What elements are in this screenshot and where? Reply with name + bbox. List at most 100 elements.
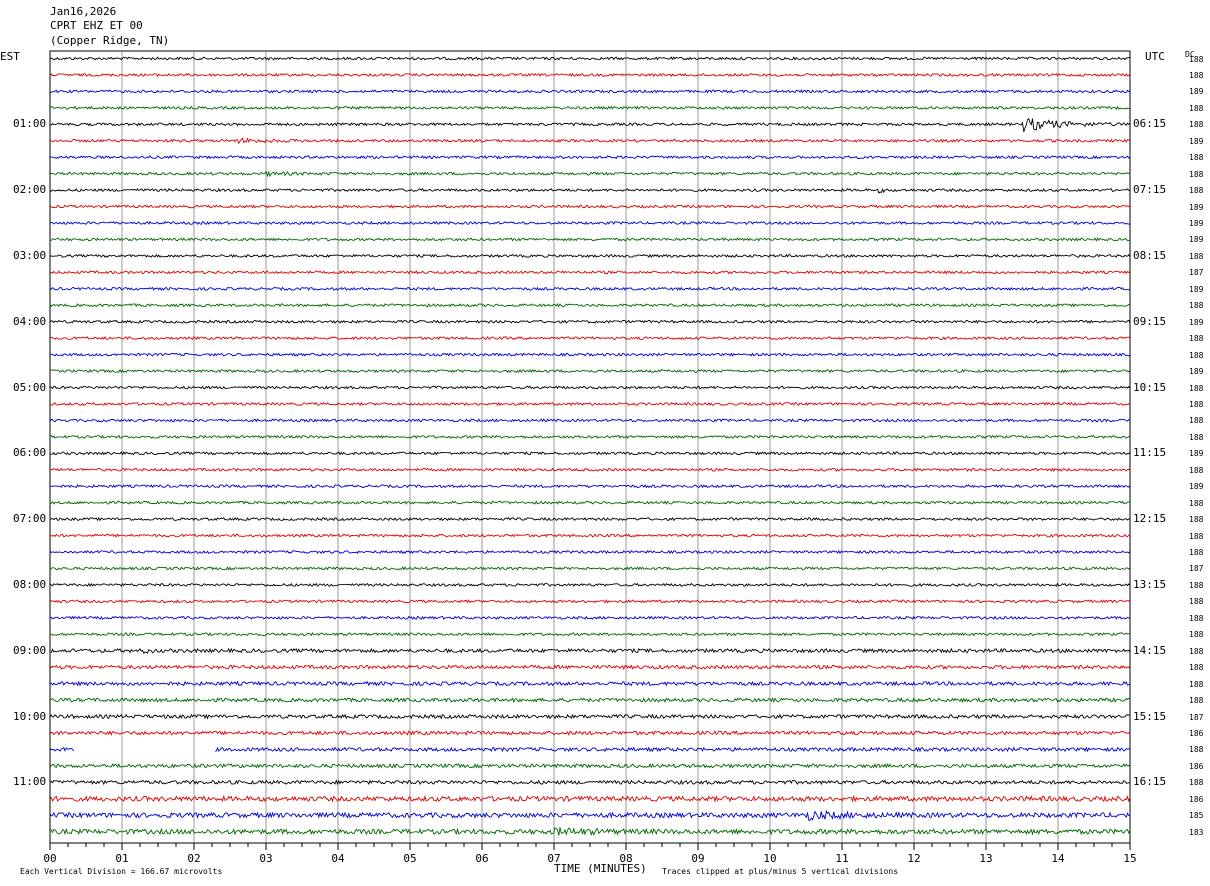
seismic-trace: [49, 368, 1131, 374]
seismic-trace: [49, 137, 1131, 145]
dc-value: 188: [1189, 663, 1204, 673]
dc-value: 188: [1189, 70, 1204, 80]
scale-note: Each Vertical Division = 166.67 microvol…: [20, 867, 223, 876]
dc-value: 188: [1189, 54, 1204, 64]
seismic-trace: [49, 794, 1131, 803]
dc-value: 189: [1189, 136, 1204, 146]
x-tick-label: 03: [259, 852, 272, 865]
hour-label-est: 11:00: [13, 775, 47, 789]
x-tick-label: 04: [331, 852, 345, 865]
seismic-trace: [49, 647, 1131, 655]
dc-value: 188: [1189, 613, 1204, 623]
dc-value: 188: [1189, 350, 1204, 360]
seismic-trace: [50, 117, 1131, 133]
seismic-trace: [49, 319, 1131, 324]
hour-label-utc: 13:15: [1133, 577, 1167, 591]
seismic-trace: [49, 401, 1131, 407]
seismic-trace: [49, 516, 1131, 522]
seismic-trace: [49, 451, 1131, 456]
seismic-trace: [49, 187, 1131, 194]
seismic-trace: [49, 615, 1131, 620]
dc-value: 189: [1189, 317, 1204, 327]
x-axis-label: TIME (MINUTES): [554, 862, 647, 875]
seismic-trace: [49, 170, 1131, 178]
seismic-trace: [49, 827, 1131, 836]
dc-value: 188: [1189, 334, 1204, 344]
seismic-trace: [49, 220, 1131, 226]
dc-value: 189: [1189, 367, 1204, 377]
seismic-trace: [49, 582, 1131, 588]
seismic-trace: [49, 385, 1131, 390]
seismic-trace: [49, 533, 1131, 538]
dc-value: 188: [1189, 679, 1204, 689]
seismic-trace: [49, 72, 1131, 78]
seismic-trace: [49, 632, 1131, 637]
dc-value: 186: [1189, 794, 1204, 804]
seismic-trace: [49, 746, 1131, 753]
x-tick-label: 07: [547, 852, 560, 865]
plot-frame: [49, 50, 1131, 844]
seismic-trace: [49, 303, 1131, 308]
hour-label-est: 04:00: [13, 314, 47, 328]
hour-label-utc: 14:15: [1133, 643, 1167, 657]
seismic-trace: [49, 237, 1131, 242]
seismic-trace: [49, 434, 1131, 440]
dc-value: 188: [1189, 548, 1204, 557]
x-tick-label: 06: [475, 852, 488, 865]
seismic-trace: [49, 352, 1131, 357]
hour-label-est: 06:00: [13, 446, 47, 460]
dc-value: 188: [1189, 186, 1204, 196]
seismic-trace: [49, 779, 1131, 786]
seismic-trace: [49, 730, 1131, 736]
dc-value: 186: [1189, 728, 1204, 738]
dc-value: 187: [1189, 564, 1204, 574]
seismic-trace: [49, 56, 1131, 61]
dc-value: 188: [1189, 120, 1204, 130]
dc-value: 189: [1189, 482, 1204, 492]
dc-value: 189: [1189, 449, 1204, 459]
seismic-trace: [49, 697, 1131, 704]
hour-label-utc: 10:15: [1133, 380, 1167, 394]
hour-label-utc: 09:15: [1133, 314, 1167, 328]
station-code: CPRT EHZ ET 00: [50, 19, 143, 32]
x-tick-label: 01: [115, 852, 128, 865]
seismic-trace: [49, 549, 1131, 555]
dc-value: 188: [1189, 103, 1204, 113]
dc-value: 188: [1189, 153, 1204, 163]
seismic-trace: [49, 809, 1131, 821]
hour-label-utc: 16:15: [1133, 775, 1167, 789]
dc-value: 187: [1189, 712, 1204, 722]
x-tick-label: 11: [835, 852, 848, 865]
hour-label-est: 10:00: [13, 709, 47, 723]
hour-label-utc: 06:15: [1133, 117, 1167, 131]
seismic-trace: [49, 762, 1131, 769]
dc-value: 188: [1189, 416, 1204, 426]
dc-value: 188: [1189, 696, 1204, 706]
hour-label-est: 08:00: [13, 577, 47, 591]
seismic-trace: [49, 204, 1131, 209]
seismic-trace: [49, 89, 1131, 94]
x-axis-ticks: 00 01 02 03 04 05 06 07 08 09 10 11 12 13 14 15: [43, 843, 1137, 865]
seismic-trace: [49, 664, 1131, 671]
dc-value: 183: [1189, 827, 1204, 837]
hour-label-est: 01:00: [13, 117, 47, 131]
x-tick-label: 08: [619, 852, 632, 865]
dc-value: 188: [1189, 597, 1204, 607]
hour-label-utc: 12:15: [1133, 512, 1167, 526]
right-timezone: UTC: [1145, 50, 1165, 63]
x-tick-label: 00: [43, 852, 56, 865]
dc-value: 189: [1189, 284, 1204, 294]
seismic-trace: [49, 467, 1131, 472]
seismic-trace: [49, 680, 1131, 687]
left-timezone: EST: [0, 50, 20, 63]
dc-value: 188: [1189, 778, 1204, 788]
dc-value: 188: [1189, 399, 1204, 409]
chart-date: Jan16,2026: [50, 5, 117, 18]
dc-value: 189: [1189, 235, 1204, 245]
seismic-trace: [49, 270, 1131, 275]
seismic-trace: [49, 253, 1131, 259]
dc-header: DC: [1185, 50, 1195, 59]
dc-value: 188: [1189, 432, 1204, 442]
seismic-trace: [49, 484, 1131, 489]
